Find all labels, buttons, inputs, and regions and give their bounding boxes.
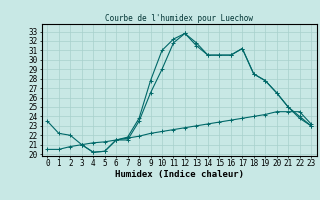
Title: Courbe de l'humidex pour Luechow: Courbe de l'humidex pour Luechow — [105, 14, 253, 23]
X-axis label: Humidex (Indice chaleur): Humidex (Indice chaleur) — [115, 170, 244, 179]
